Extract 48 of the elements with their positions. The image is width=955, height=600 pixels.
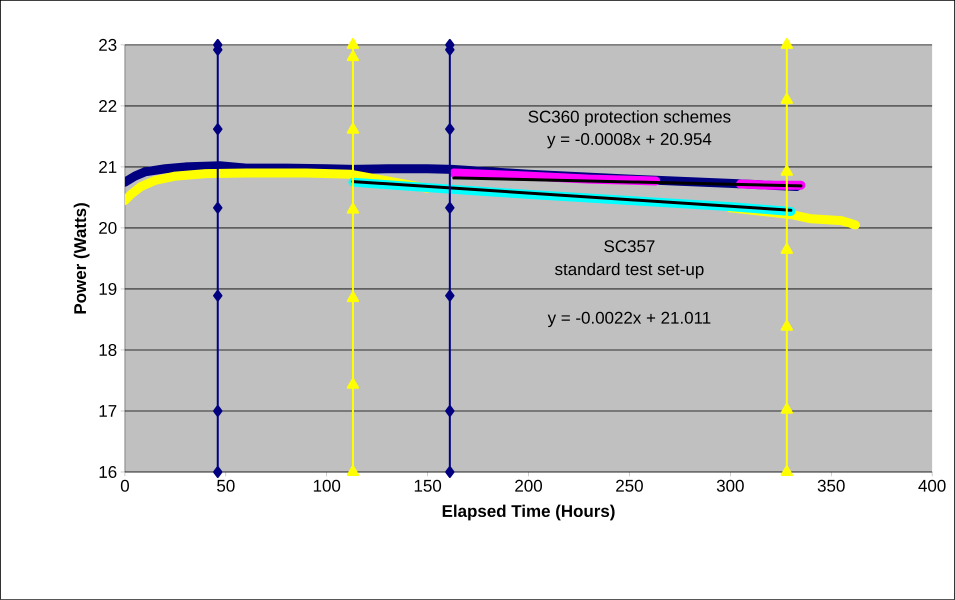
x-tick-label: 250 <box>616 480 643 492</box>
point <box>213 290 223 302</box>
point <box>780 38 794 49</box>
point <box>346 202 360 214</box>
x-tick-label: 200 <box>515 480 542 492</box>
y-tick-label: 23 <box>99 38 116 51</box>
y-tick-label: 22 <box>99 100 116 112</box>
point <box>346 38 360 49</box>
point <box>213 405 223 418</box>
annotation: SC357 <box>604 240 654 252</box>
annotation: y = -0.0022x + 21.011 <box>548 312 710 328</box>
y-tick-label: 21 <box>99 161 116 173</box>
x-tick-label: 300 <box>716 480 744 492</box>
point <box>346 465 360 476</box>
point <box>780 402 794 414</box>
x-tick-label: 150 <box>414 480 442 492</box>
point <box>346 122 360 134</box>
annotation: standard test set-up <box>555 262 704 279</box>
point <box>445 123 455 136</box>
point <box>445 202 455 214</box>
y-tick-label: 20 <box>99 222 116 234</box>
annotation: y = -0.0008x + 20.954 <box>547 133 712 148</box>
x-tick-label: 50 <box>217 480 235 492</box>
x-tick-label: 350 <box>818 480 845 492</box>
x-tick-label: 100 <box>314 480 340 492</box>
point <box>445 466 455 478</box>
point <box>346 291 360 302</box>
x-tick-label: 0 <box>120 480 129 492</box>
x-axis-title: Elapsed Time (Hours) <box>442 504 615 520</box>
point <box>780 92 794 104</box>
point <box>213 123 223 136</box>
point <box>346 50 360 62</box>
y-tick-label: 18 <box>100 344 116 356</box>
y-axis-title: Power (Watts) <box>74 203 90 314</box>
point <box>780 465 794 476</box>
point <box>445 405 455 418</box>
point <box>780 164 794 176</box>
y-tick-label: 19 <box>100 282 116 295</box>
point <box>780 320 794 331</box>
point <box>346 378 360 389</box>
y-tick-label: 17 <box>100 405 116 417</box>
y-tick-label: 16 <box>100 466 116 478</box>
x-tick-label: 400 <box>918 480 946 492</box>
annotation: SC360 protection schemes <box>528 110 730 126</box>
point <box>445 290 455 302</box>
point <box>780 242 794 254</box>
point <box>213 466 223 478</box>
point <box>213 202 223 214</box>
